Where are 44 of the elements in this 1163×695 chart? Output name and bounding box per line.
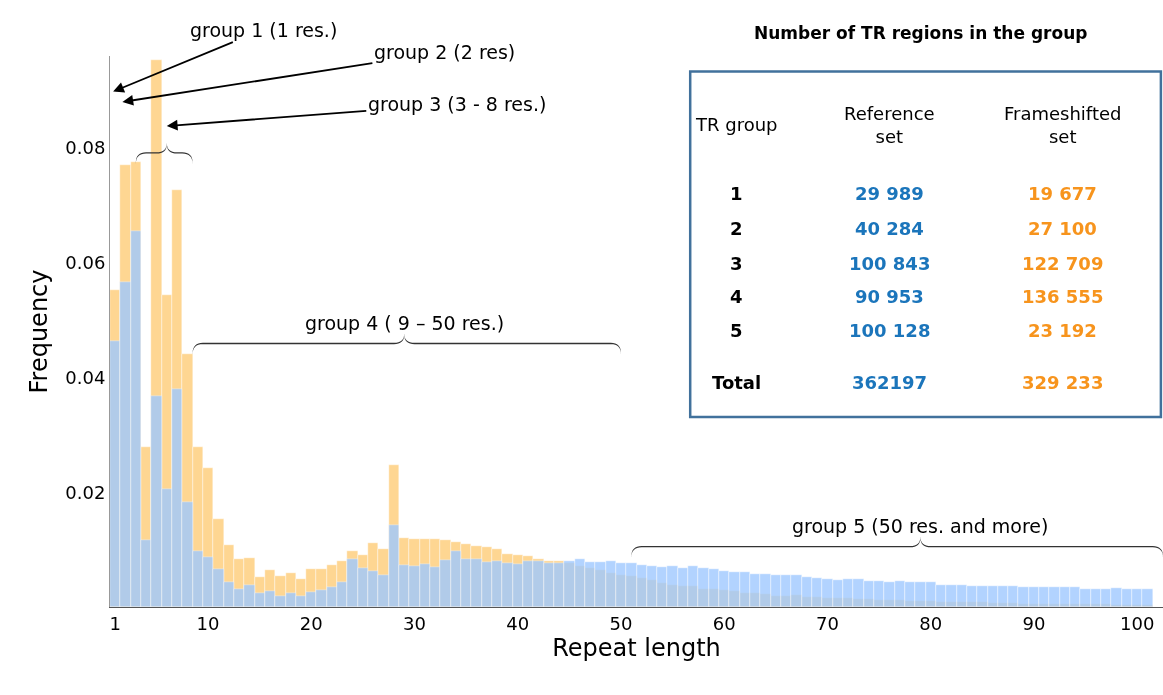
annotation: 4 bbox=[730, 286, 743, 307]
x-tick-label: 50 bbox=[609, 612, 633, 634]
annotation: 5 bbox=[730, 320, 743, 341]
x-tick-label: 90 bbox=[1022, 612, 1046, 634]
y-tick-label: 0.08 bbox=[65, 137, 106, 159]
annotation: group 2 (2 res) bbox=[374, 41, 516, 63]
text: Number of TR regions in the group bbox=[754, 23, 1088, 43]
annotation: group 4 ( 9 – 50 res.) bbox=[305, 312, 505, 334]
annotation: 90 953 bbox=[855, 286, 924, 307]
x-tick-label: 10 bbox=[196, 612, 220, 634]
annotation: 100 128 bbox=[849, 320, 931, 341]
y-tick-label: 0.06 bbox=[65, 251, 106, 273]
x-tick-label: 30 bbox=[403, 612, 426, 634]
annotation: 27 100 bbox=[1028, 218, 1097, 239]
y-tick-label: 0.02 bbox=[65, 481, 106, 503]
annotation: 122 709 bbox=[1022, 253, 1104, 274]
annotation: 3 bbox=[730, 253, 743, 274]
annotation: 136 555 bbox=[1022, 286, 1104, 307]
x-tick-label: 70 bbox=[816, 612, 839, 634]
x-tick-label: 80 bbox=[919, 612, 943, 634]
annotation: 19 677 bbox=[1028, 183, 1097, 204]
annotation: group 5 (50 res. and more) bbox=[792, 515, 1049, 537]
annotation: 329 233 bbox=[1022, 372, 1104, 393]
annotation: TR group bbox=[695, 114, 778, 135]
text: group 1 (1 res.) bbox=[190, 19, 338, 41]
annotation: group 3 (3 - 8 res.) bbox=[368, 93, 547, 115]
annotation: Total bbox=[712, 372, 762, 393]
annotation: 29 989 bbox=[855, 183, 924, 204]
x-tick-label: 100 bbox=[1120, 612, 1155, 634]
y-axis-title: Frequency bbox=[25, 269, 54, 394]
annotation: 362197 bbox=[852, 372, 928, 393]
x-tick-label: 1 bbox=[109, 612, 121, 634]
annotation: Reference set bbox=[844, 103, 935, 148]
x-tick-label: 40 bbox=[506, 612, 530, 634]
annotation: 100 843 bbox=[849, 253, 931, 274]
annotation: 2 bbox=[730, 218, 743, 239]
x-tick-label: 20 bbox=[299, 612, 323, 634]
annotation: 23 192 bbox=[1028, 320, 1097, 341]
annotation: Frameshifted set bbox=[1004, 103, 1122, 148]
annotation: 1 bbox=[730, 183, 743, 204]
annotation: 40 284 bbox=[855, 218, 924, 239]
y-tick-label: 0.04 bbox=[65, 366, 106, 388]
x-tick-label: 60 bbox=[712, 612, 736, 634]
x-axis-title: Repeat length bbox=[552, 633, 721, 662]
